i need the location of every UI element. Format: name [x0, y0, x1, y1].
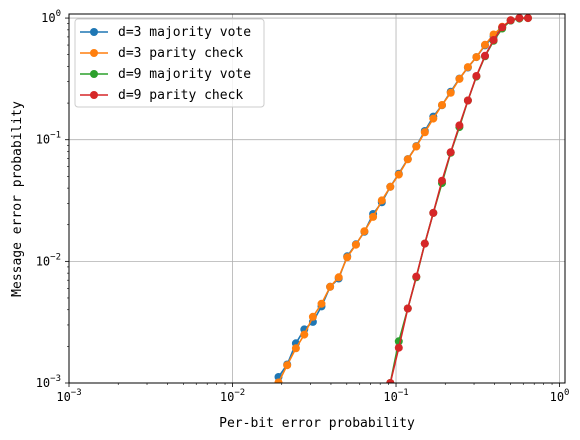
axis-ticks: 10−3 10−2 10−1 100 10−3 10−2 10−1 100 — [36, 9, 570, 404]
data-point — [326, 282, 335, 291]
y-tick-label: 10−3 — [36, 374, 61, 390]
data-point — [498, 23, 507, 32]
data-point — [394, 170, 403, 179]
data-point — [403, 155, 412, 164]
x-tick-label: 10−2 — [220, 388, 245, 404]
data-point — [351, 240, 360, 249]
y-tick-label: 10−2 — [36, 252, 61, 268]
data-point — [515, 14, 524, 23]
data-point — [317, 299, 326, 308]
x-axis-label: Per-bit error probability — [219, 416, 415, 431]
data-point — [283, 361, 292, 370]
data-point — [455, 74, 464, 83]
data-point — [334, 273, 343, 282]
legend-marker — [90, 91, 98, 99]
legend-marker — [90, 49, 98, 57]
x-tick-label: 100 — [550, 388, 570, 404]
data-point — [481, 40, 489, 49]
data-point — [446, 88, 455, 97]
legend-label: d=9 majority vote — [118, 67, 251, 82]
legend-item-d-3-majority-vote: d=3 majority vote — [80, 25, 251, 40]
data-point — [472, 72, 481, 80]
legend-item-d-9-majority-vote: d=9 majority vote — [80, 67, 251, 82]
data-point — [403, 304, 412, 313]
legend-label: d=9 parity check — [118, 88, 243, 103]
x-tick-label: 10−1 — [383, 388, 408, 404]
data-point — [438, 101, 446, 109]
data-point — [377, 196, 386, 205]
data-point — [274, 378, 283, 383]
data-point — [394, 343, 403, 352]
legend-label: d=3 majority vote — [118, 25, 251, 40]
data-point — [472, 53, 481, 62]
data-point — [489, 36, 498, 44]
data-point — [386, 379, 395, 383]
legend: d=3 majority vote d=3 parity check d=9 maj… — [74, 18, 265, 108]
legend-marker — [90, 70, 98, 78]
y-axis-label: Message error probability — [10, 101, 25, 297]
legend-item-d-9-parity-check: d=9 parity check — [80, 88, 243, 103]
data-point — [343, 253, 352, 262]
data-point — [438, 176, 446, 185]
data-point — [446, 148, 455, 157]
series-d-3-parity-check — [274, 14, 524, 383]
legend-marker — [90, 28, 98, 36]
data-point — [386, 182, 395, 191]
data-point — [429, 208, 438, 217]
data-point — [463, 96, 472, 105]
x-tick-label: 10−3 — [56, 388, 81, 404]
data-point — [420, 239, 429, 248]
data-point — [455, 121, 464, 130]
data-point — [506, 16, 515, 25]
data-point — [481, 51, 489, 60]
data-point — [369, 212, 378, 221]
legend-box — [74, 18, 265, 108]
data-point — [300, 330, 309, 339]
data-point — [429, 114, 438, 123]
data-point — [308, 312, 317, 321]
data-point — [524, 14, 532, 23]
data-point — [291, 344, 300, 353]
y-tick-label: 100 — [41, 9, 61, 25]
legend-item-d-3-parity-check: d=3 parity check — [80, 46, 243, 61]
legend-label: d=3 parity check — [118, 46, 243, 61]
plot-frame — [68, 13, 566, 384]
data-point — [412, 142, 421, 151]
series-layer — [274, 14, 532, 383]
series-d-9-parity-check — [386, 14, 532, 383]
data-point — [360, 227, 369, 236]
data-point — [463, 63, 472, 72]
y-tick-label: 10−1 — [36, 131, 61, 147]
data-point — [420, 128, 429, 137]
data-point — [412, 272, 421, 281]
